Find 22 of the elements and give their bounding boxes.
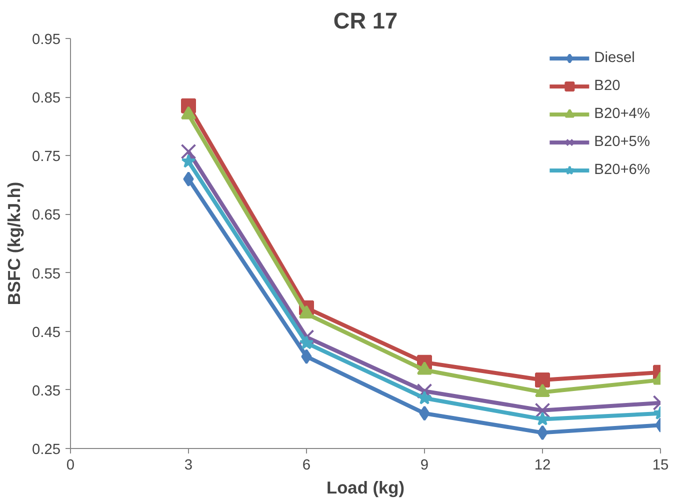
y-tick-label: 0.85 [32,90,61,107]
legend-label: B20+5% [594,134,650,150]
y-tick-label: 0.65 [32,208,61,224]
y-tick-label: 0.95 [32,32,61,48]
y-tick-label: 0.55 [32,266,61,282]
legend-label: Diesel [594,50,635,66]
x-tick-label: 0 [66,458,75,474]
x-tick-label: 15 [652,458,669,474]
x-axis-title: Load (kg) [326,478,404,498]
x-tick-label: 6 [302,458,311,474]
y-tick-label: 0.75 [32,149,61,166]
legend-label: B20+4% [594,106,650,122]
y-tick-label: 0.45 [32,324,61,341]
y-axis-title: BSFC (kg/kJ.h) [4,182,24,306]
x-tick-label: 3 [184,458,193,474]
y-tick-label: 0.25 [32,442,61,458]
legend-label: B20 [594,78,620,94]
legend-label: B20+6% [594,162,650,178]
y-tick-label: 0.35 [32,383,61,400]
x-tick-label: 12 [534,458,551,474]
x-tick-label: 9 [420,458,429,474]
chart-title: CR 17 [333,8,398,34]
